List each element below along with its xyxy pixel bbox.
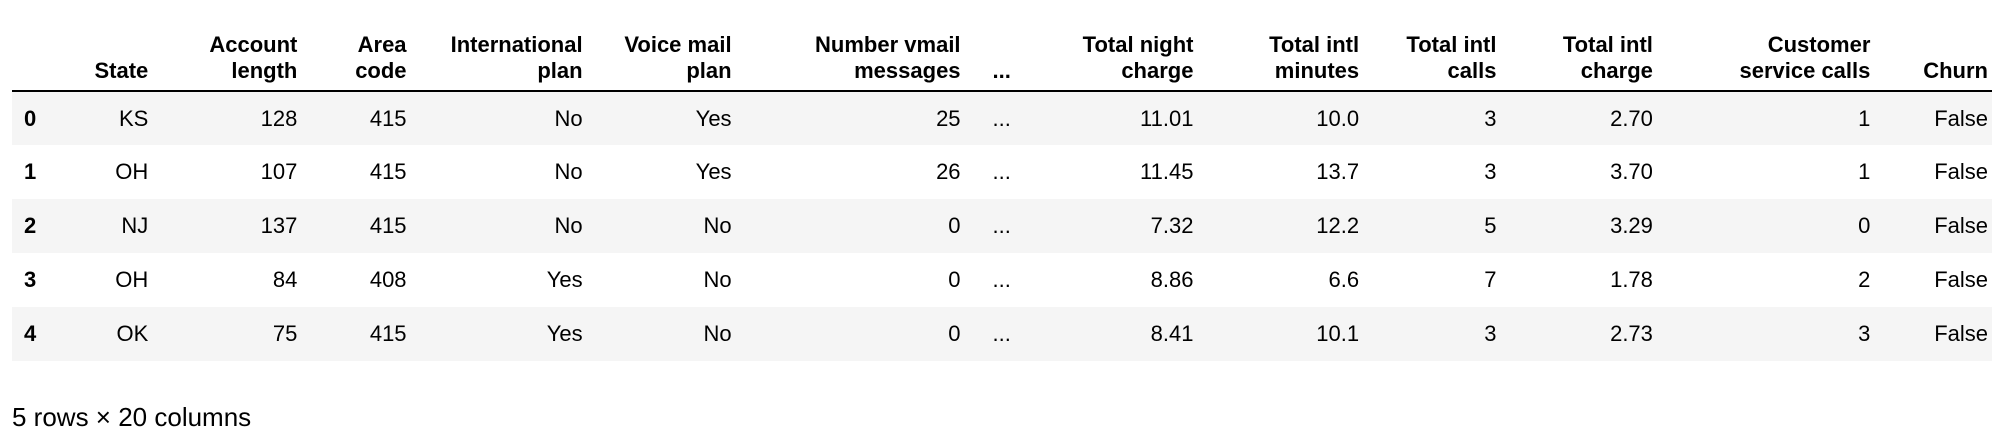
cell-total-intl-minutes: 13.7	[1316, 159, 1360, 184]
cell-customer-service-calls: 0	[1858, 213, 1871, 238]
cell-total-intl-charge: 2.73	[1610, 321, 1653, 346]
dataframe-table: State Account length Area code Internation…	[12, 24, 1992, 361]
cell-international-plan: Yes	[546, 267, 583, 292]
cell-total-intl-charge: 2.70	[1610, 105, 1653, 131]
column-header-ellipsis: ...	[992, 58, 1011, 83]
cell-churn: False	[1934, 321, 1988, 346]
cell-area-code: 408	[369, 267, 407, 292]
cell-customer-service-calls: 1	[1858, 159, 1871, 184]
cell-total-intl-minutes: 6.6	[1328, 267, 1360, 292]
cell-international-plan: Yes	[546, 321, 583, 346]
cell-international-plan: No	[554, 159, 583, 184]
row-index: 0	[24, 105, 37, 131]
cell-total-intl-calls: 3	[1484, 321, 1497, 346]
row-index: 4	[24, 321, 37, 346]
cell-voice-mail-plan: No	[703, 213, 732, 238]
cell-state: KS	[118, 105, 149, 131]
cell-number-vmail-messages: 26	[936, 159, 961, 184]
cell-total-intl-calls: 7	[1484, 267, 1497, 292]
column-header-voice-mail-plan: Voice mail plan	[624, 32, 732, 83]
row-index: 3	[24, 267, 37, 292]
cell-area-code: 415	[369, 159, 407, 184]
cell-area-code: 415	[369, 105, 407, 131]
cell-international-plan: No	[554, 105, 583, 131]
cell-ellipsis: ...	[992, 213, 1011, 238]
cell-total-night-charge: 8.41	[1150, 321, 1194, 346]
table-row: 2 NJ 137 415 No No 0... 7.32 12.2 5 3.29 0 False	[12, 199, 1992, 253]
column-header-number-vmail-messages: Number vmail messages	[815, 32, 961, 83]
column-header-total-intl-minutes: Total intl minutes	[1269, 32, 1360, 83]
dataframe-output: State Account length Area code Internation…	[12, 24, 1992, 361]
column-header-area-code: Area code	[355, 32, 407, 83]
column-header-state: State	[94, 58, 149, 83]
column-header-customer-service-calls: Customer service calls	[1739, 32, 1871, 83]
column-header-international-plan: International plan	[450, 32, 583, 83]
cell-total-night-charge: 11.45	[1140, 159, 1194, 184]
cell-churn: False	[1934, 267, 1988, 292]
table-row: 0 KS 128 415 No Yes 25... 11.01 10.0 3 2.70 1 False	[12, 91, 1992, 145]
cell-churn: False	[1934, 159, 1988, 184]
cell-customer-service-calls: 2	[1858, 267, 1871, 292]
cell-account-length: 137	[260, 213, 298, 238]
cell-ellipsis: ...	[992, 267, 1011, 292]
cell-number-vmail-messages: 25	[936, 105, 961, 131]
column-header-total-night-charge: Total night charge	[1082, 32, 1194, 83]
cell-total-intl-charge: 3.70	[1610, 159, 1653, 184]
table-row: 3 OH 84 408 Yes No 0... 8.86 6.6 7 1.78 2 False	[12, 253, 1992, 307]
cell-ellipsis: ...	[992, 105, 1011, 131]
column-header-total-intl-calls: Total intl calls	[1406, 32, 1497, 83]
cell-customer-service-calls: 1	[1858, 105, 1871, 131]
cell-voice-mail-plan: Yes	[695, 105, 732, 131]
cell-total-night-charge: 11.01	[1140, 105, 1194, 131]
cell-voice-mail-plan: Yes	[695, 159, 732, 184]
cell-total-intl-charge: 3.29	[1610, 213, 1653, 238]
column-header-total-intl-charge: Total intl charge	[1562, 32, 1653, 83]
table-row: 4 OK 75 415 Yes No 0... 8.41 10.1 3 2.73 3 False	[12, 307, 1992, 361]
cell-ellipsis: ...	[992, 321, 1011, 346]
cell-voice-mail-plan: No	[703, 321, 732, 346]
cell-international-plan: No	[554, 213, 583, 238]
shape-summary: 5 rows × 20 columns	[12, 402, 252, 432]
cell-account-length: 84	[272, 267, 298, 292]
cell-number-vmail-messages: 0	[948, 267, 961, 292]
cell-total-intl-calls: 3	[1484, 159, 1497, 184]
cell-state: OH	[115, 159, 149, 184]
index-header	[12, 24, 57, 91]
cell-area-code: 415	[369, 213, 407, 238]
cell-voice-mail-plan: No	[703, 267, 732, 292]
column-header-churn: Churn	[1923, 58, 1988, 83]
cell-total-intl-minutes: 12.2	[1316, 213, 1360, 238]
row-index: 2	[24, 213, 37, 238]
cell-total-intl-calls: 3	[1484, 105, 1497, 131]
cell-total-night-charge: 8.86	[1150, 267, 1194, 292]
cell-churn: False	[1934, 213, 1988, 238]
cell-state: OH	[115, 267, 149, 292]
cell-ellipsis: ...	[992, 159, 1011, 184]
header-row: State Account length Area code Internation…	[12, 24, 1992, 91]
cell-churn: False	[1934, 105, 1988, 131]
cell-customer-service-calls: 3	[1858, 321, 1871, 346]
cell-account-length: 75	[272, 321, 298, 346]
cell-state: NJ	[121, 213, 149, 238]
cell-number-vmail-messages: 0	[948, 321, 961, 346]
cell-area-code: 415	[369, 321, 407, 346]
cell-total-intl-minutes: 10.1	[1316, 321, 1360, 346]
cell-account-length: 107	[260, 159, 298, 184]
cell-account-length: 128	[260, 105, 298, 131]
cell-total-night-charge: 7.32	[1150, 213, 1194, 238]
cell-state: OK	[116, 321, 149, 346]
row-index: 1	[24, 159, 37, 184]
cell-number-vmail-messages: 0	[948, 213, 961, 238]
cell-total-intl-charge: 1.78	[1610, 267, 1653, 292]
table-row: 1 OH 107 415 No Yes 26... 11.45 13.7 3 3.70 1 False	[12, 145, 1992, 199]
column-header-account-length: Account length	[209, 32, 298, 83]
cell-total-intl-minutes: 10.0	[1316, 105, 1360, 131]
cell-total-intl-calls: 5	[1484, 213, 1497, 238]
